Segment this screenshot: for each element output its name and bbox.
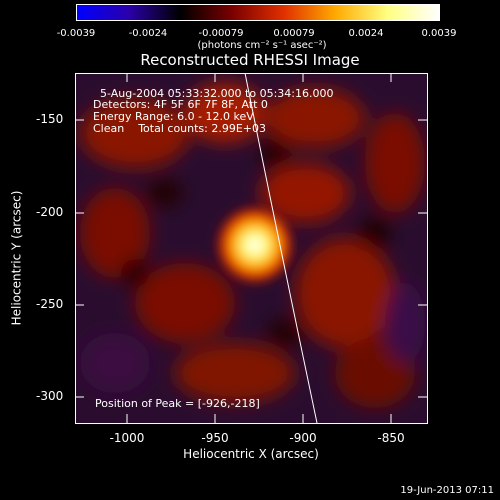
x-tick-label: -850 xyxy=(377,431,405,445)
y-tick-label: -300 xyxy=(36,389,64,403)
y-tick-label: -200 xyxy=(36,205,64,219)
footer-timestamp: 19-Jun-2013 07:11 xyxy=(400,485,494,496)
energy-range-label: Energy Range: 6.0 - 12.0 keV xyxy=(93,110,254,123)
y-axis-title: Heliocentric Y (arcsec) xyxy=(9,190,24,326)
colorbar-tick: 0.0024 xyxy=(348,28,384,39)
x-axis-title: Heliocentric X (arcsec) xyxy=(183,447,319,461)
peak-position-label: Position of Peak = [-926,-218] xyxy=(95,397,260,410)
y-tick-label: -250 xyxy=(36,297,64,311)
x-tick-label: -950 xyxy=(201,431,229,445)
colorbar-tick: 0.0039 xyxy=(421,28,457,39)
colorbar-tick: -0.0024 xyxy=(128,28,168,39)
clean-counts-label: Clean Total counts: 2.99E+03 xyxy=(93,122,267,135)
time-range-label: 5-Aug-2004 05:33:32.000 to 05:34:16.000 xyxy=(100,87,334,100)
colorbar xyxy=(76,4,440,21)
colorbar-tick: 0.00079 xyxy=(273,28,315,39)
plot-title: Reconstructed RHESSI Image xyxy=(140,51,360,69)
colorbar-tick: -0.00079 xyxy=(198,28,244,39)
x-tick-label: -1000 xyxy=(109,431,145,445)
peak-source xyxy=(213,203,297,287)
y-tick-label: -150 xyxy=(36,112,64,126)
colorbar-unit: (photons cm⁻² s⁻¹ asec⁻²) xyxy=(197,40,327,51)
x-tick-label: -900 xyxy=(289,431,317,445)
colorbar-tick: -0.0039 xyxy=(56,28,96,39)
detectors-label: Detectors: 4F 5F 6F 7F 8F, Att 0 xyxy=(93,98,268,111)
